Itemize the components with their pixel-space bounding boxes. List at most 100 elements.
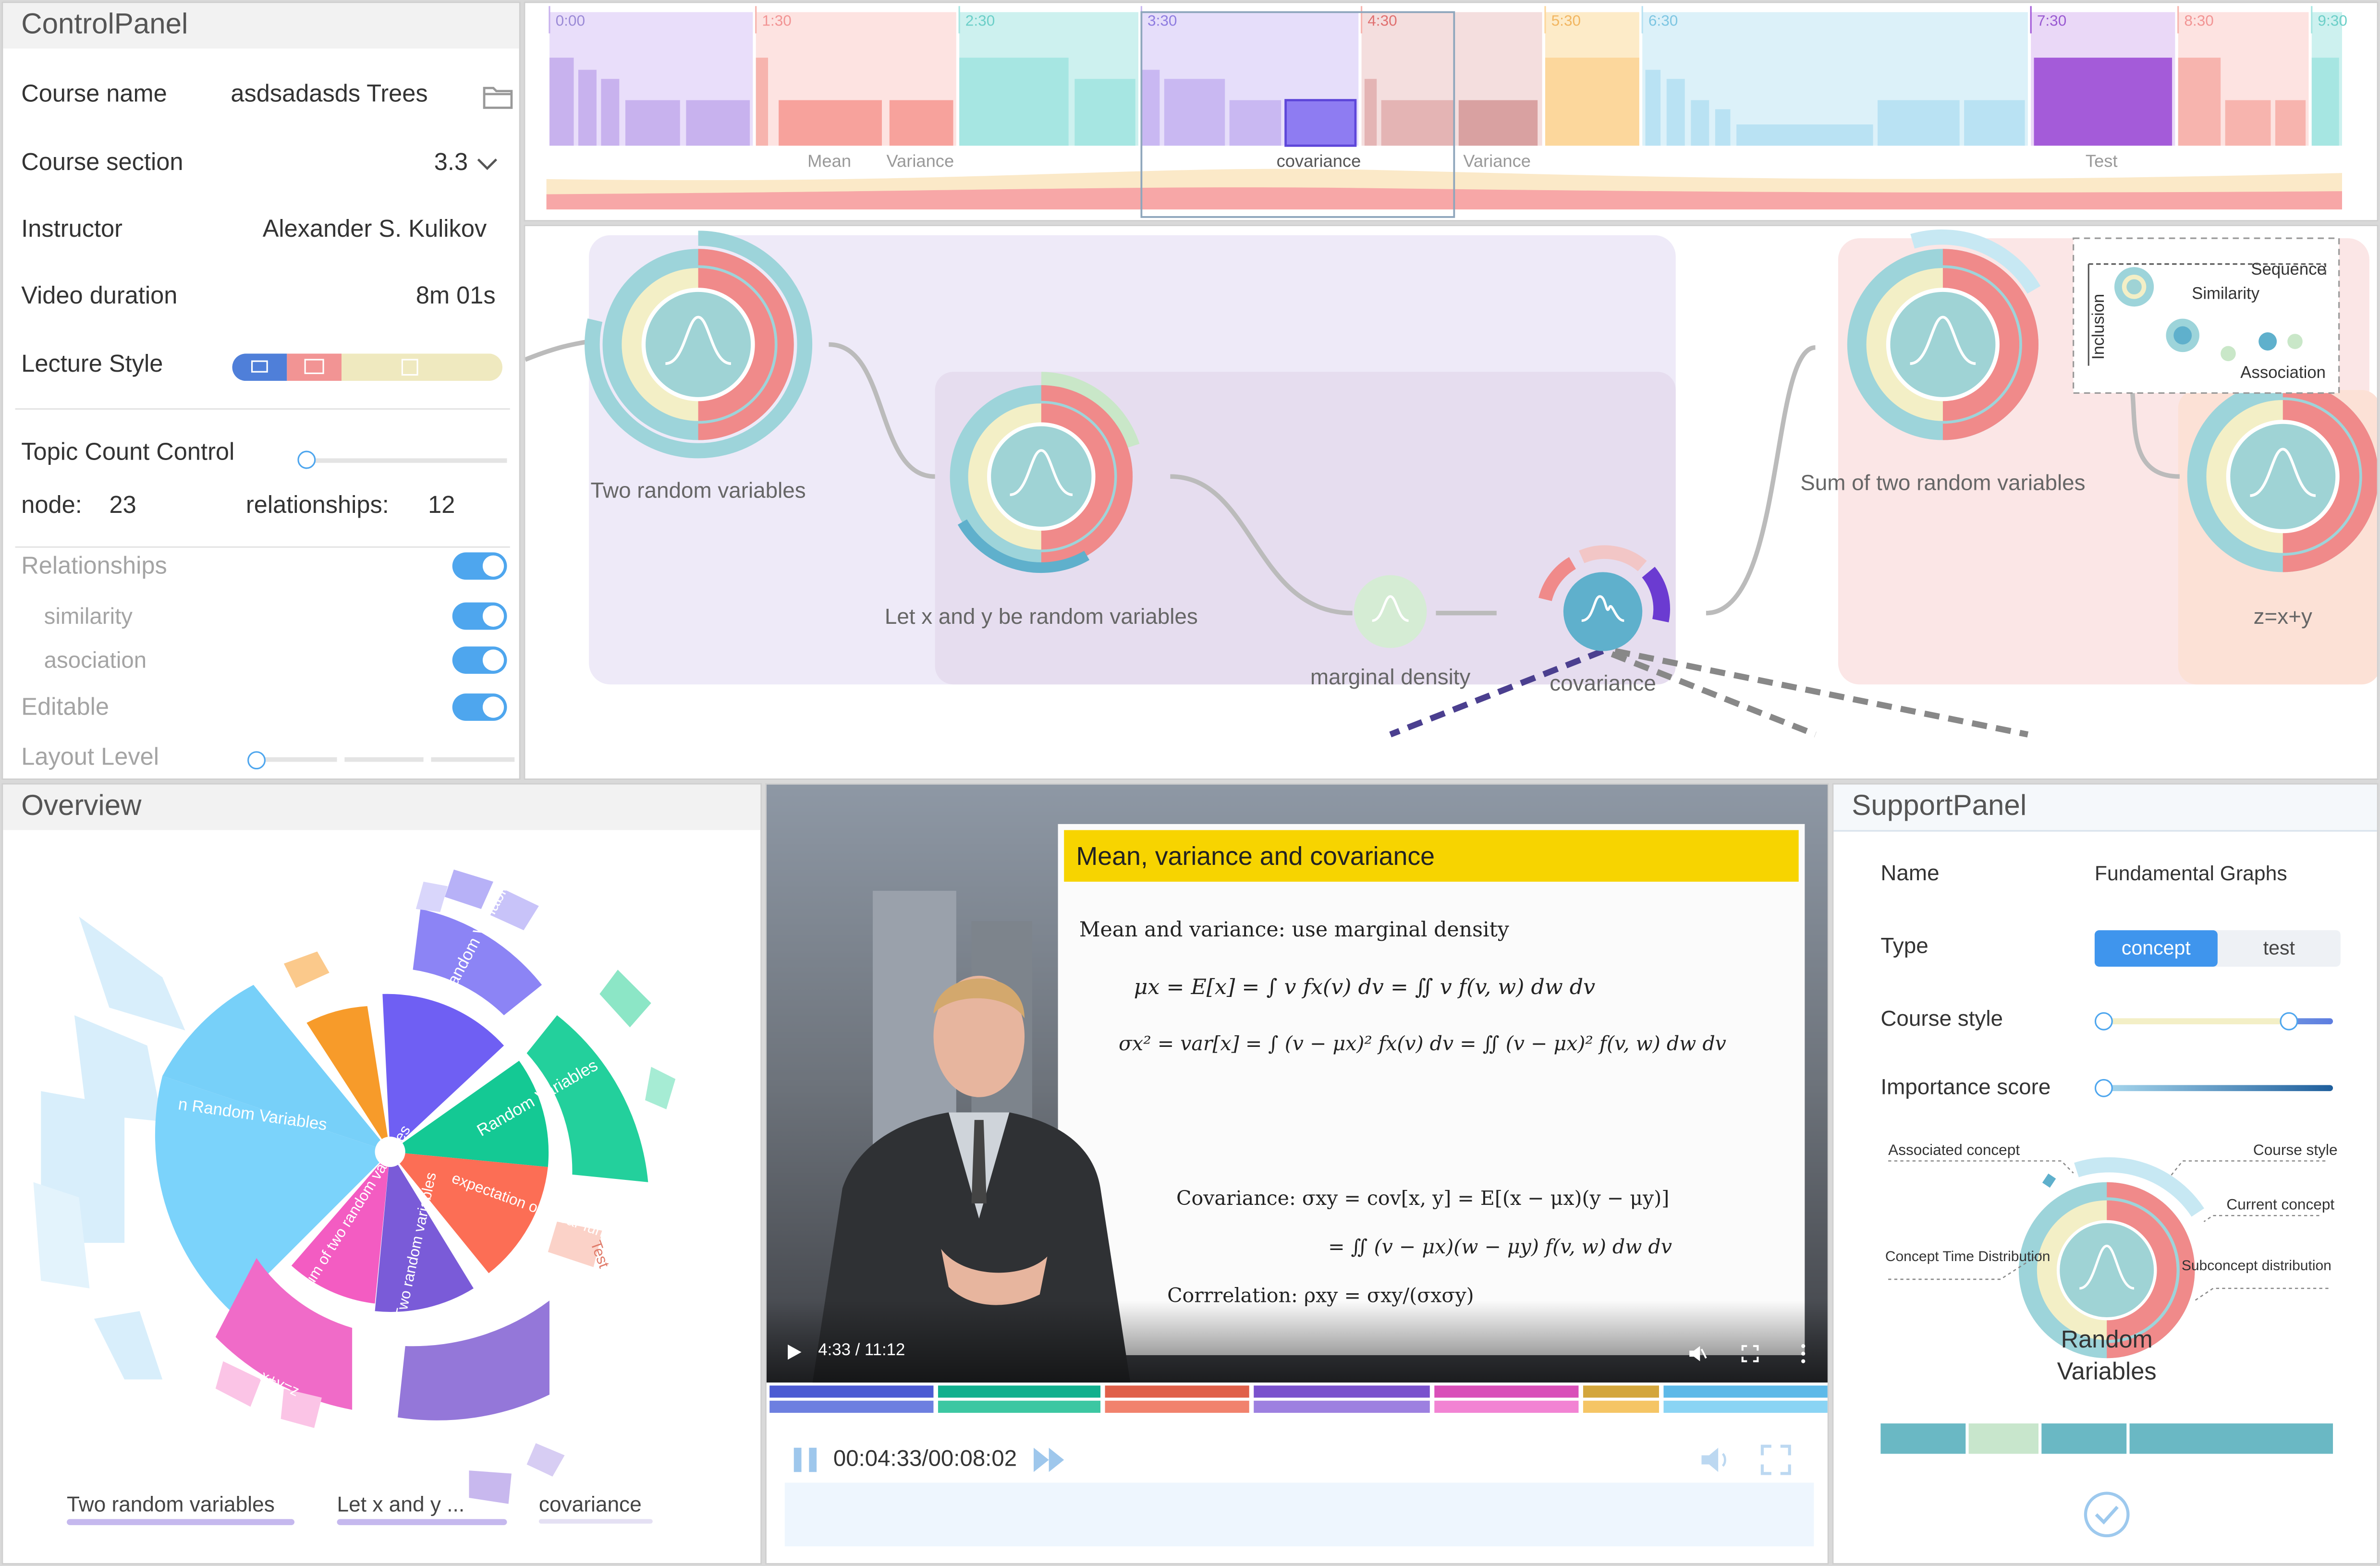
board-icon <box>401 359 418 376</box>
segment-label: Test <box>2086 151 2118 171</box>
segment-label: Variance <box>1463 151 1531 171</box>
sector-two-random-variables-outer[interactable] <box>397 1300 549 1420</box>
layout-level-knob[interactable] <box>247 751 266 770</box>
importance-slider[interactable] <box>2094 1079 2333 1097</box>
volume-icon[interactable] <box>1698 1445 1732 1475</box>
graph-node-z[interactable] <box>2187 381 2379 572</box>
node-value: 23 <box>109 493 136 519</box>
layout-level-slider[interactable] <box>247 751 515 770</box>
breadcrumb-underline <box>337 1519 507 1525</box>
course-section-value[interactable]: 3.3 <box>434 150 468 176</box>
duration-label: Video duration <box>21 283 178 310</box>
overview-sunburst[interactable]: n Random Variables Random Variables Rand… <box>3 830 762 1565</box>
legend-sequence: Sequence <box>2251 260 2326 279</box>
name-label: Name <box>1880 862 1940 886</box>
tick-label: 0:00 <box>556 12 586 29</box>
editable-toggle[interactable] <box>452 693 507 721</box>
segment-labels: Mean Variance covariance Variance Test <box>807 151 2117 171</box>
importance-knob[interactable] <box>2094 1079 2113 1097</box>
type-option-test[interactable]: test <box>2263 936 2295 959</box>
tick-label: 7:30 <box>2037 12 2067 29</box>
name-value: Fundamental Graphs <box>2094 862 2287 885</box>
type-label: Type <box>1880 935 1928 959</box>
course-style-label: Course style <box>1880 1008 2003 1032</box>
overview-breadcrumb-0[interactable]: Two random variables <box>67 1492 275 1516</box>
sector-expectation[interactable] <box>390 1152 548 1274</box>
sector-two-random-variables[interactable] <box>375 1152 474 1312</box>
relationships-count-value: 12 <box>428 493 455 519</box>
graph-node-two-random-variables[interactable] <box>585 231 813 459</box>
sector-x-y-z[interactable] <box>215 1258 353 1410</box>
slide-equation-mu: μx = E[x] = ∫ v fx(v) dv = ∬ v f(v, w) d… <box>1134 975 1596 1000</box>
type-toggle[interactable]: concept test <box>2094 930 2341 967</box>
graph-node-marginal-density[interactable] <box>1354 575 1427 648</box>
mute-icon[interactable] <box>1686 1343 1708 1364</box>
similarity-toggle[interactable] <box>452 602 507 630</box>
layout-level-label: Layout Level <box>21 745 159 771</box>
relationships-count-label: relationships: <box>245 493 389 519</box>
support-panel-title: SupportPanel <box>1833 784 2377 832</box>
more-icon[interactable] <box>1799 1343 1808 1364</box>
tick-label: 5:30 <box>1551 12 1581 29</box>
sector-n-random-variables-top[interactable] <box>162 984 391 1152</box>
video-segment-strip[interactable] <box>767 1385 1829 1419</box>
instructor-value: Alexander S. Kulikov <box>262 217 487 243</box>
course-style-knob-right[interactable] <box>2280 1012 2298 1031</box>
concept-graph[interactable]: Two random variables Let x and y be rand… <box>525 226 2378 780</box>
glyph-legend: Associated concept Course style Current … <box>1885 1141 2338 1359</box>
sector-orange[interactable] <box>306 1006 391 1152</box>
fast-forward-icon[interactable] <box>1032 1445 1069 1475</box>
graph-node-let-x-and-y[interactable] <box>950 372 1140 573</box>
chevron-down-icon[interactable] <box>476 156 498 171</box>
lecture-style-presenter <box>287 353 342 381</box>
topic-count-slider[interactable] <box>297 450 507 469</box>
course-style-knob-left[interactable] <box>2094 1012 2113 1031</box>
graph-node-sum-of-two[interactable] <box>1847 229 2038 440</box>
glyph-name: Random Variables <box>2057 1328 2157 1386</box>
sector-random-variables-2-outer[interactable] <box>526 1015 648 1182</box>
graph-node-covariance[interactable] <box>1538 545 1670 651</box>
importance-label: Importance score <box>1880 1076 2051 1101</box>
node-label: Sum of two random variables <box>1800 471 2085 495</box>
timeline-chart[interactable]: 0:00 1:30 2:30 3:30 4:30 5:30 6:30 7:30 … <box>525 3 2378 221</box>
association-toggle-label: asociation <box>44 648 147 674</box>
fullscreen-icon[interactable] <box>1741 1345 1759 1363</box>
overview-breadcrumb-2[interactable]: covariance <box>538 1492 642 1516</box>
association-toggle[interactable] <box>452 646 507 674</box>
lecture-slide: Mean, variance and covariance Mean and v… <box>1058 824 1805 1355</box>
annotation-associated: Associated concept <box>1888 1141 2020 1158</box>
sector-orange-outer[interactable] <box>283 951 330 988</box>
play-icon[interactable] <box>785 1343 803 1361</box>
sector-random-variables-2[interactable] <box>390 1060 549 1167</box>
segment-strip[interactable] <box>767 1385 1829 1419</box>
pause-icon[interactable] <box>791 1445 821 1475</box>
sector-n-random-variables[interactable] <box>155 1076 391 1311</box>
sector-random-variables-1[interactable] <box>382 994 504 1152</box>
timeline-selection-brush[interactable] <box>1140 11 1455 218</box>
type-option-concept[interactable]: concept <box>2094 930 2218 967</box>
folder-icon[interactable] <box>483 84 513 109</box>
tick-label: 1:30 <box>762 12 792 29</box>
sector-sum-of-two[interactable] <box>291 1152 391 1304</box>
video-frame[interactable]: Mean, variance and covariance Mean and v… <box>766 784 1828 1383</box>
time-distribution-bar <box>1880 1423 2333 1454</box>
slide-equation-cov: Covariance: σxy = cov[x, y] = E[(x − μx)… <box>1176 1188 1670 1211</box>
dashed-associations <box>1389 648 2029 738</box>
topic-count-knob[interactable] <box>297 450 316 469</box>
segment-label: covariance <box>1277 151 1361 171</box>
overview-breadcrumb-1[interactable]: Let x and y ... <box>337 1492 465 1516</box>
confirm-check-icon[interactable] <box>2083 1490 2131 1539</box>
legend-similarity: Similarity <box>2192 285 2260 303</box>
notes-area[interactable] <box>784 1482 1814 1547</box>
course-style-slider[interactable] <box>2094 1012 2333 1031</box>
node-label: Two random variables <box>591 478 806 503</box>
similarity-toggle-label: similarity <box>44 604 133 630</box>
instructor-label: Instructor <box>21 217 122 243</box>
annotation-time-dist: Concept Time Distribution <box>1885 1249 2050 1264</box>
legend-association: Association <box>2240 364 2326 382</box>
concept-graph-panel: Two random variables Let x and y be rand… <box>524 224 2379 780</box>
sector-random-variables-1-outer[interactable] <box>413 909 542 1016</box>
expand-icon[interactable] <box>1760 1445 1791 1475</box>
relationships-toggle[interactable] <box>452 552 507 580</box>
